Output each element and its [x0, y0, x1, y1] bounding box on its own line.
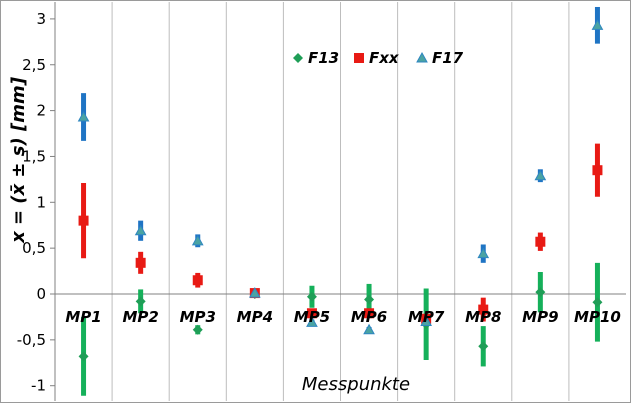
x-tick-label: MP2 — [122, 308, 158, 326]
legend-marker-fxx — [354, 53, 364, 63]
x-tick-label: MP1 — [65, 308, 101, 326]
marker-f13 — [78, 351, 89, 362]
x-tick-label: MP5 — [294, 308, 330, 326]
x-tick-label: MP4 — [237, 308, 273, 326]
legend-marker-f17 — [416, 51, 428, 63]
marker-f17 — [249, 287, 261, 298]
marker-fxx — [364, 308, 375, 319]
data-markers — [77, 19, 604, 362]
x-tick-label: MP3 — [180, 308, 216, 326]
marker-f13 — [478, 341, 489, 352]
legend-label-f13: F13 — [308, 49, 339, 67]
marker-f13 — [135, 296, 146, 307]
marker-f17 — [591, 19, 604, 30]
marker-fxx — [535, 236, 546, 247]
y-tick-label: 0,5 — [22, 239, 46, 257]
y-tick-label: 1 — [36, 193, 46, 211]
marker-fxx — [192, 275, 203, 286]
marker-f17 — [191, 234, 204, 246]
x-axis-labels: MP1 MP2 MP3 MP4 MP5 MP6 MP7 MP8 MP9 MP10 — [65, 308, 620, 326]
y-tick-label: 2 — [36, 102, 46, 120]
y-tick-label: 2,5 — [22, 56, 46, 74]
marker-f13 — [364, 294, 375, 305]
x-axis-title: Messpunkte — [302, 374, 410, 395]
grid-lines — [111, 2, 570, 401]
marker-fxx — [135, 257, 146, 268]
y-axis-title: x = (x̄ ± s) [mm] — [8, 76, 29, 244]
x-tick-label: MP7 — [408, 308, 445, 326]
marker-f13 — [592, 297, 603, 308]
marker-fxx — [78, 215, 89, 226]
y-tick-label: 1,5 — [22, 147, 46, 165]
marker-f13 — [192, 324, 203, 335]
marker-fxx — [592, 165, 603, 176]
marker-fxx — [478, 304, 489, 315]
y-tick-label: -1 — [31, 377, 46, 395]
y-axis: -1 -0,5 0 0,5 1 1,5 2 2,5 3 — [17, 2, 626, 401]
y-tick-label: 0 — [36, 285, 46, 303]
x-tick-label: MP10 — [574, 308, 621, 326]
x-tick-label: MP8 — [465, 308, 501, 326]
marker-f17 — [134, 224, 147, 236]
x-tick-label: MP9 — [522, 308, 558, 326]
y-tick-label: -0,5 — [17, 331, 46, 349]
marker-f17 — [420, 315, 432, 327]
marker-f17 — [534, 169, 547, 181]
marker-f17 — [77, 110, 90, 122]
marker-f17 — [477, 247, 490, 259]
legend-label-fxx: Fxx — [369, 49, 400, 67]
marker-f13 — [535, 287, 546, 298]
marker-f13 — [306, 291, 317, 302]
legend: F13 Fxx F17 — [293, 49, 464, 67]
y-tick-label: 3 — [36, 10, 46, 28]
legend-label-f17: F17 — [432, 49, 464, 67]
marker-f17 — [306, 316, 318, 327]
marker-f17 — [363, 323, 375, 335]
legend-marker-f13 — [293, 53, 303, 63]
marker-fxx — [306, 308, 317, 319]
x-tick-label: MP6 — [351, 308, 387, 326]
